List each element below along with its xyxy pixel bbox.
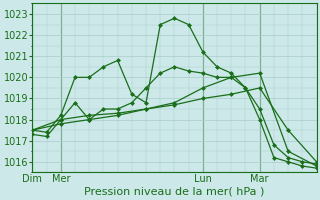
X-axis label: Pression niveau de la mer( hPa ): Pression niveau de la mer( hPa ) xyxy=(84,187,265,197)
